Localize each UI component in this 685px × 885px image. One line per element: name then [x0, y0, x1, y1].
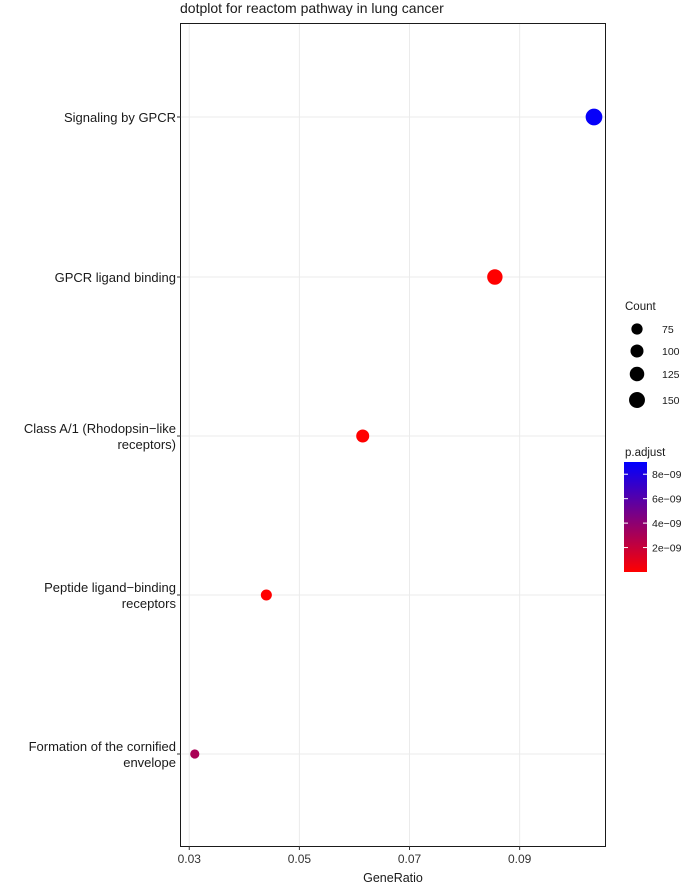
y-category-label: Formation of the cornified — [29, 739, 176, 754]
color-legend-label: 4e−09 — [652, 518, 682, 530]
data-points — [190, 108, 603, 759]
size-legend-dot — [631, 323, 643, 335]
size-legend-label: 100 — [662, 346, 680, 358]
plot-panel — [180, 23, 606, 847]
data-point — [260, 589, 272, 601]
color-legend-label: 8e−09 — [652, 469, 682, 481]
size-legend-label: 125 — [662, 369, 680, 381]
size-legend: Count 75 100 125 150 — [625, 301, 680, 408]
data-point — [585, 108, 603, 126]
data-point — [190, 749, 200, 759]
axis-ticks: 0.03 0.05 0.07 0.09 Signaling by GPCR GPCR li… — [24, 110, 532, 866]
x-tick-label: 0.07 — [398, 852, 422, 866]
y-category-label: Signaling by GPCR — [64, 110, 176, 125]
color-legend-title: p.adjust — [625, 447, 666, 459]
size-legend-dot — [629, 366, 645, 382]
y-category-label: Class A/1 (Rhodopsin−like — [24, 421, 176, 436]
size-legend-label: 150 — [662, 395, 680, 407]
x-axis-label: GeneRatio — [363, 871, 423, 885]
y-category-label: receptors) — [117, 437, 176, 452]
data-point — [487, 269, 503, 285]
color-legend-label: 2e−09 — [652, 543, 682, 555]
size-legend-dot — [629, 392, 645, 408]
color-legend-bar — [624, 462, 647, 572]
size-legend-dot — [630, 344, 644, 358]
color-legend-label: 6e−09 — [652, 494, 682, 506]
y-category-label: Peptide ligand−binding — [44, 580, 176, 595]
x-tick-label: 0.09 — [508, 852, 532, 866]
grid-lines — [181, 24, 605, 846]
size-legend-label: 75 — [662, 324, 674, 336]
color-legend: p.adjust 8e−09 6e−09 4e−09 2e−09 — [624, 447, 682, 572]
y-category-label: envelope — [123, 755, 176, 770]
size-legend-title: Count — [625, 301, 656, 313]
y-category-label: GPCR ligand binding — [55, 270, 176, 285]
y-category-label: receptors — [122, 596, 177, 611]
chart-title: dotplot for reactom pathway in lung canc… — [180, 0, 444, 16]
x-tick-label: 0.05 — [288, 852, 312, 866]
data-point — [356, 429, 370, 443]
x-tick-label: 0.03 — [178, 852, 202, 866]
